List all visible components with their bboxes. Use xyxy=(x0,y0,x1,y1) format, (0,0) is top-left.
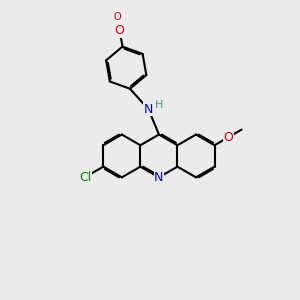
Text: O: O xyxy=(224,130,234,144)
Text: H: H xyxy=(155,100,164,110)
Text: N: N xyxy=(144,103,153,116)
Text: O: O xyxy=(115,24,124,37)
Text: Cl: Cl xyxy=(79,170,92,184)
Text: O: O xyxy=(113,12,121,22)
Text: N: N xyxy=(154,171,164,184)
